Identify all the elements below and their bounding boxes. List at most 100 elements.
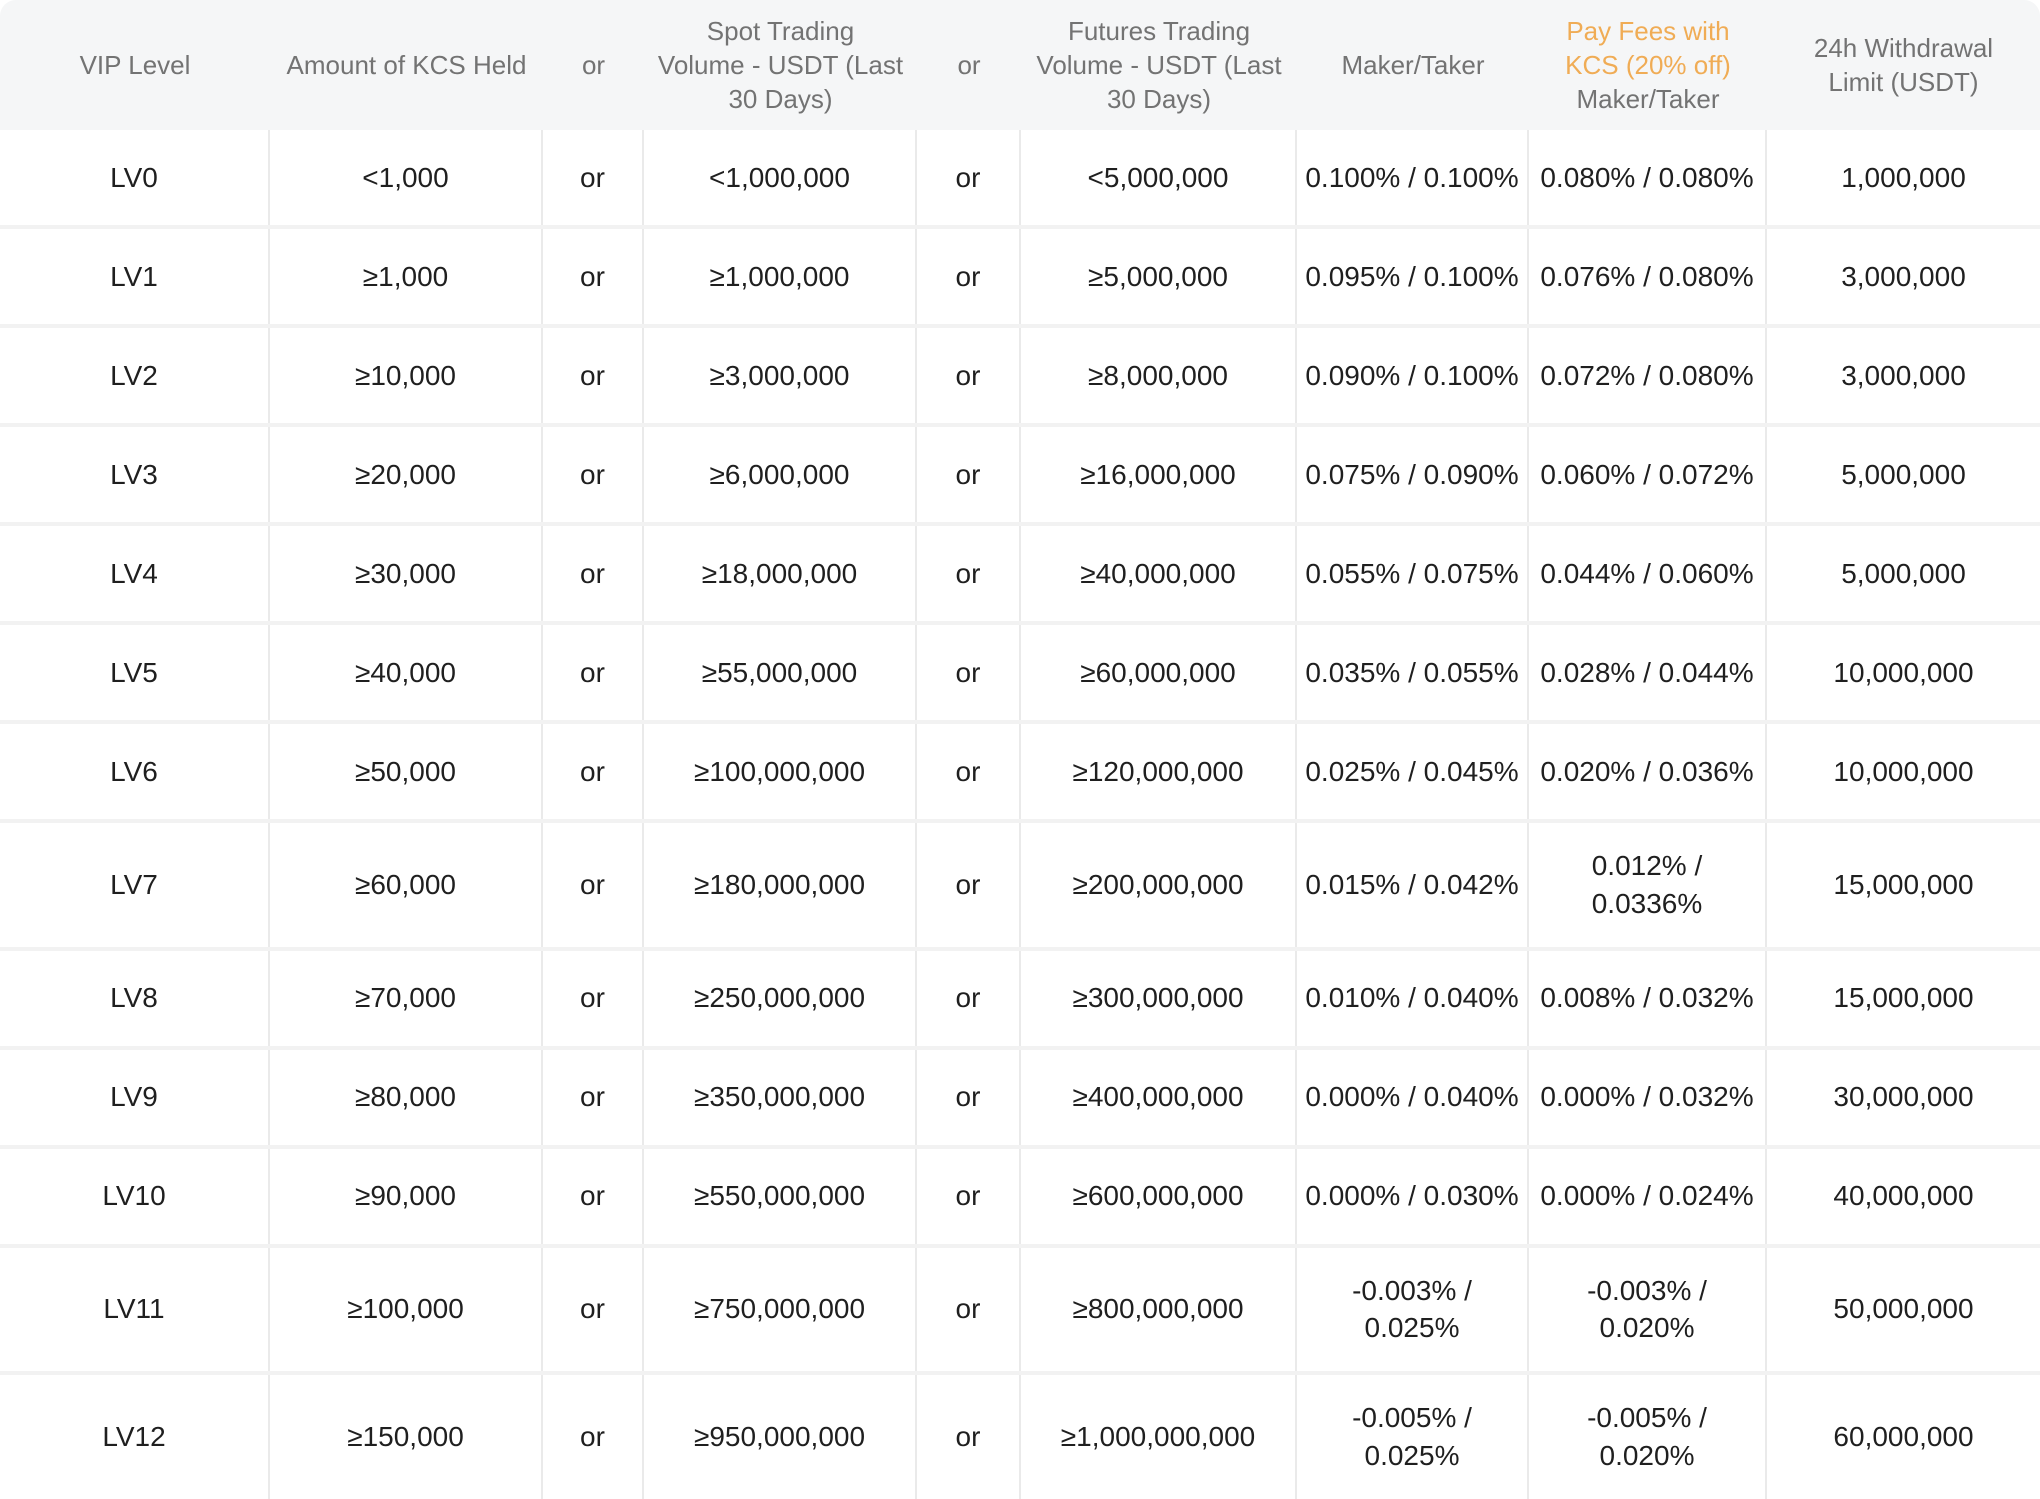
withdrawal-limit-cell: 15,000,000 xyxy=(1833,868,1974,900)
kcs-held-cell: <1,000 xyxy=(270,130,543,225)
or-label-1: or xyxy=(543,526,644,621)
table-row: LV5 ≥40,000 or ≥55,000,000 or ≥60,000,00… xyxy=(0,621,2040,720)
maker-taker-cell: 0.015% / 0.042% xyxy=(1297,823,1529,947)
or-label-2: or xyxy=(917,427,1021,522)
spot-volume-cell: ≥250,000,000 xyxy=(644,950,917,1046)
kcs-held-cell: ≥50,000 xyxy=(270,724,543,819)
or-label-1: or xyxy=(543,427,644,522)
table-row: LV1 ≥1,000 or ≥1,000,000 or ≥5,000,000 0… xyxy=(0,225,2040,324)
or-label-2: or xyxy=(917,950,1021,1046)
vip-level-cell: LV10 xyxy=(0,1148,270,1244)
or-label-1: or xyxy=(543,950,644,1046)
vip-level-cell: LV11 xyxy=(0,1247,270,1372)
table-header-row: VIP Level Amount of KCS Held or Spot Tra… xyxy=(0,0,2040,130)
kcs-fee-cell: 0.076% / 0.080% xyxy=(1529,229,1767,324)
or-label-1: or xyxy=(543,625,644,720)
table-row: LV9 ≥80,000 or ≥350,000,000 or ≥400,000,… xyxy=(0,1045,2040,1145)
header-kcs-fee-discount: Pay Fees with KCS (20% off) Maker/Taker xyxy=(1529,0,1767,130)
kcs-fee-cell: 0.080% / 0.080% xyxy=(1529,130,1767,225)
or-label-2: or xyxy=(917,1148,1021,1244)
kcs-fee-cell: 0.060% / 0.072% xyxy=(1529,427,1767,522)
vip-level-cell: LV8 xyxy=(0,950,270,1046)
kcs-fee-discount-subtitle: Maker/Taker xyxy=(1576,84,1720,115)
table-row: LV7 ≥60,000 or ≥180,000,000 or ≥200,000,… xyxy=(0,819,2040,947)
spot-volume-cell: ≥1,000,000 xyxy=(644,229,917,324)
withdrawal-limit-cell: 60,000,000 xyxy=(1833,1421,1974,1453)
table-row: LV8 ≥70,000 or ≥250,000,000 or ≥300,000,… xyxy=(0,946,2040,1046)
vip-level-cell: LV3 xyxy=(0,427,270,522)
or-label-2: or xyxy=(917,229,1021,324)
header-spot-volume: Spot Trading Volume - USDT (Last 30 Days… xyxy=(657,15,904,115)
spot-volume-cell: ≥180,000,000 xyxy=(644,823,917,947)
header-kcs-held: Amount of KCS Held xyxy=(286,49,527,80)
vip-level-cell: LV5 xyxy=(0,625,270,720)
or-label-2: or xyxy=(917,1247,1021,1372)
kcs-held-cell: ≥80,000 xyxy=(270,1049,543,1145)
withdrawal-limit-cell: 5,000,000 xyxy=(1841,557,1966,589)
withdrawal-limit-cell: 50,000,000 xyxy=(1833,1293,1974,1325)
futures-volume-cell: ≥16,000,000 xyxy=(1021,427,1297,522)
withdrawal-limit-cell: 30,000,000 xyxy=(1833,1081,1974,1113)
or-label-1: or xyxy=(543,1049,644,1145)
futures-volume-cell: ≥400,000,000 xyxy=(1021,1049,1297,1145)
table-row: LV0 <1,000 or <1,000,000 or <5,000,000 0… xyxy=(0,130,2040,225)
kcs-fee-cell: 0.020% / 0.036% xyxy=(1529,724,1767,819)
maker-taker-cell: 0.000% / 0.040% xyxy=(1297,1049,1529,1145)
header-withdrawal-limit: 24h Withdrawal Limit (USDT) xyxy=(1813,32,1994,97)
or-label-2: or xyxy=(917,823,1021,947)
vip-level-cell: LV6 xyxy=(0,724,270,819)
or-label-2: or xyxy=(917,130,1021,225)
header-or-1: or xyxy=(581,49,606,80)
futures-volume-cell: ≥600,000,000 xyxy=(1021,1148,1297,1244)
vip-level-cell: LV7 xyxy=(0,823,270,947)
kcs-fee-cell: 0.028% / 0.044% xyxy=(1529,625,1767,720)
vip-level-cell: LV4 xyxy=(0,526,270,621)
maker-taker-cell: 0.075% / 0.090% xyxy=(1297,427,1529,522)
kcs-fee-cell: 0.072% / 0.080% xyxy=(1529,328,1767,423)
vip-level-cell: LV1 xyxy=(0,229,270,324)
withdrawal-limit-cell: 15,000,000 xyxy=(1833,982,1974,1014)
withdrawal-limit-cell: 3,000,000 xyxy=(1841,359,1966,391)
header-maker-taker: Maker/Taker xyxy=(1341,49,1485,80)
futures-volume-cell: ≥5,000,000 xyxy=(1021,229,1297,324)
futures-volume-cell: ≥40,000,000 xyxy=(1021,526,1297,621)
vip-level-cell: LV2 xyxy=(0,328,270,423)
maker-taker-cell: 0.055% / 0.075% xyxy=(1297,526,1529,621)
kcs-fee-cell: 0.044% / 0.060% xyxy=(1529,526,1767,621)
maker-taker-cell: 0.035% / 0.055% xyxy=(1297,625,1529,720)
maker-taker-cell: 0.025% / 0.045% xyxy=(1297,724,1529,819)
futures-volume-cell: ≥120,000,000 xyxy=(1021,724,1297,819)
table-body: LV0 <1,000 or <1,000,000 or <5,000,000 0… xyxy=(0,130,2040,1499)
spot-volume-cell: <1,000,000 xyxy=(644,130,917,225)
spot-volume-cell: ≥550,000,000 xyxy=(644,1148,917,1244)
withdrawal-limit-cell: 10,000,000 xyxy=(1833,656,1974,688)
futures-volume-cell: ≥300,000,000 xyxy=(1021,950,1297,1046)
header-or-2: or xyxy=(957,49,981,80)
kcs-held-cell: ≥150,000 xyxy=(270,1375,543,1499)
kcs-fee-discount-highlight: Pay Fees with KCS (20% off) xyxy=(1565,15,1731,80)
table-row: LV6 ≥50,000 or ≥100,000,000 or ≥120,000,… xyxy=(0,720,2040,819)
maker-taker-cell: -0.003% / 0.025% xyxy=(1297,1247,1529,1372)
table-row: LV3 ≥20,000 or ≥6,000,000 or ≥16,000,000… xyxy=(0,423,2040,522)
vip-level-cell: LV0 xyxy=(0,130,270,225)
table-row: LV10 ≥90,000 or ≥550,000,000 or ≥600,000… xyxy=(0,1144,2040,1244)
or-label-2: or xyxy=(917,724,1021,819)
withdrawal-limit-cell: 40,000,000 xyxy=(1833,1180,1974,1212)
table-row: LV4 ≥30,000 or ≥18,000,000 or ≥40,000,00… xyxy=(0,522,2040,621)
spot-volume-cell: ≥350,000,000 xyxy=(644,1049,917,1145)
spot-volume-cell: ≥55,000,000 xyxy=(644,625,917,720)
spot-volume-cell: ≥950,000,000 xyxy=(644,1375,917,1499)
maker-taker-cell: 0.100% / 0.100% xyxy=(1297,130,1529,225)
or-label-2: or xyxy=(917,328,1021,423)
kcs-held-cell: ≥60,000 xyxy=(270,823,543,947)
futures-volume-cell: ≥200,000,000 xyxy=(1021,823,1297,947)
header-futures-volume: Futures Trading Volume - USDT (Last 30 D… xyxy=(1036,15,1282,115)
or-label-1: or xyxy=(543,1247,644,1372)
or-label-2: or xyxy=(917,1375,1021,1499)
withdrawal-limit-cell: 10,000,000 xyxy=(1833,755,1974,787)
maker-taker-cell: 0.090% / 0.100% xyxy=(1297,328,1529,423)
or-label-1: or xyxy=(543,1375,644,1499)
futures-volume-cell: ≥800,000,000 xyxy=(1021,1247,1297,1372)
table-row: LV2 ≥10,000 or ≥3,000,000 or ≥8,000,000 … xyxy=(0,324,2040,423)
